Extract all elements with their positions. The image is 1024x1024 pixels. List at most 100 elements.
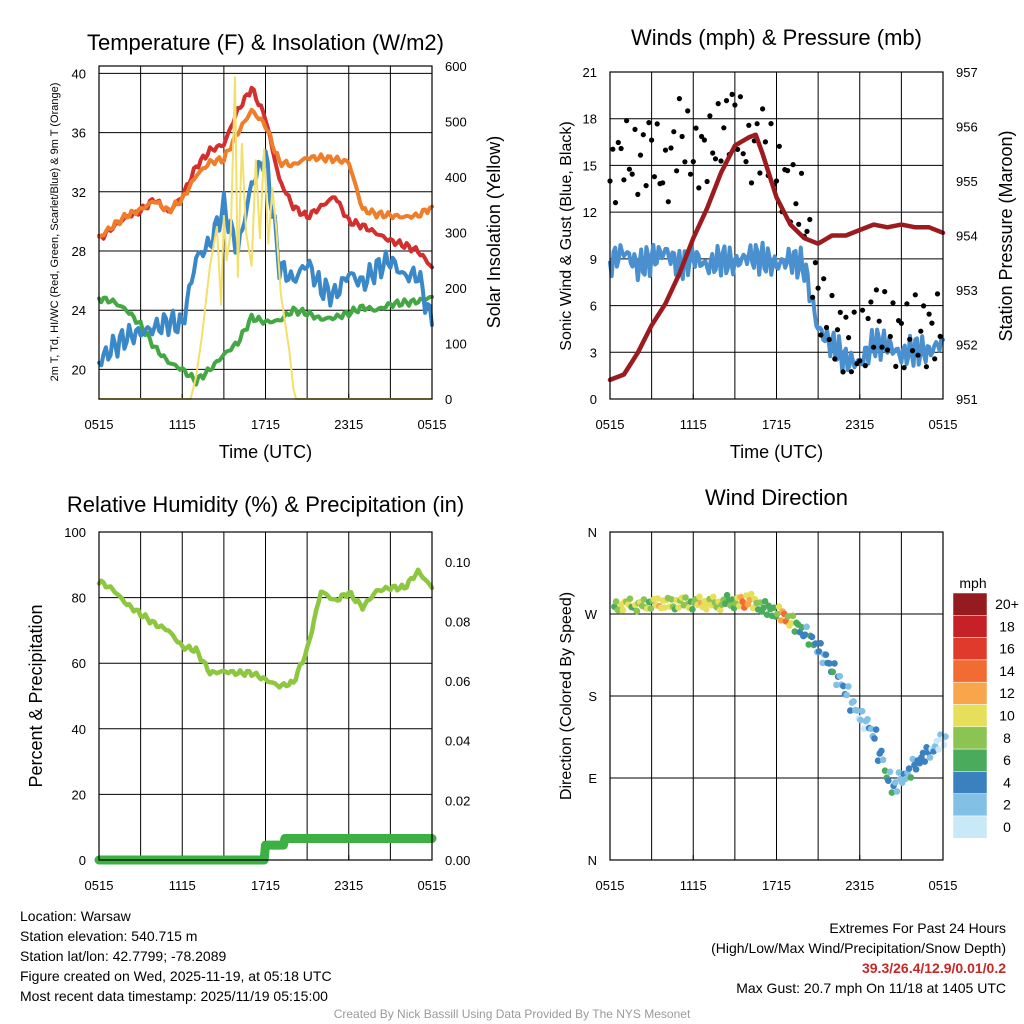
y-axis-label-left: Direction (Colored By Speed) [558,592,575,800]
station-elevation: Station elevation: 540.715 m [20,928,198,944]
gust-point [679,133,685,140]
gust-point [785,168,791,174]
direction-point [703,606,710,613]
y-tick-label-left: 3 [590,345,597,360]
station-info: Location: Warsaw Station elevation: 540.… [20,906,332,1006]
gust-point [643,183,649,189]
y-tick-label-right: 300 [445,226,467,241]
gust-point [851,309,857,315]
gust-point [687,171,694,177]
direction-point [857,716,864,724]
gust-point [704,178,710,185]
direction-point [836,672,844,680]
gust-point [923,364,930,370]
gust-point [621,177,627,183]
gust-point [893,363,899,369]
series-line-precipitation [94,834,437,865]
gust-point [776,143,782,149]
gust-point [846,335,852,341]
gust-point [912,292,918,298]
direction-point [829,668,837,676]
gust-point [901,365,907,371]
gust-point [712,156,719,162]
x-axis-label: Time (UTC) [219,442,312,462]
y-tick-label-right: 0.02 [445,793,470,808]
direction-point [921,758,928,765]
direction-point [923,744,930,751]
y-axis-label-left: 2m T, Td, HI/WC (Red, Green, Scarlet/Blu… [49,83,61,382]
gust-point [624,118,630,124]
legend-swatch [952,748,988,772]
direction-point [654,595,661,602]
series-line-td [97,294,434,387]
legend-label: 16 [999,641,1015,657]
gust-point [690,159,696,165]
direction-point [633,607,641,615]
direction-point [803,623,810,631]
direction-point [661,604,668,611]
series-line-station-pressure [607,132,946,383]
direction-point [885,777,892,784]
gust-point [696,185,702,191]
direction-point [812,640,819,647]
direction-point [760,604,767,612]
direction-point [749,604,757,612]
direction-point [935,746,942,753]
gust-point [918,328,924,334]
series-line-9m-t [97,107,434,239]
station-location: Location: Warsaw [20,908,131,924]
x-tick-label: 0515 [596,417,625,432]
gust-point [932,356,938,362]
direction-point [826,660,833,667]
y-tick-label-left: E [588,771,597,786]
direction-point [872,726,880,733]
gust-point [701,137,708,143]
direction-point [640,596,648,603]
direction-point [892,779,899,786]
gust-point [804,228,810,234]
legend-swatch [952,659,988,683]
direction-point [860,725,868,733]
gust-point [707,113,713,119]
gust-point [843,314,849,320]
gust-point [909,348,916,354]
direction-point [942,733,949,740]
legend-label: 4 [1003,774,1011,790]
y-tick-label-right: 954 [956,229,978,244]
gust-point [823,324,830,331]
direction-point [874,757,882,764]
y-tick-label-left: 20 [72,787,86,802]
y-tick-label-left: N [588,525,597,540]
gust-point [798,170,805,176]
direction-point [815,648,823,655]
gust-point [729,91,735,97]
direction-point [739,598,746,605]
direction-point [845,683,852,690]
legend-label: 0 [1003,819,1011,835]
legend-title: mph [959,575,986,591]
x-tick-label: 0515 [418,878,447,893]
plot-border [98,65,433,400]
gust-point [674,168,680,174]
gust-point [715,101,721,107]
direction-point [930,748,937,755]
direction-point [886,768,894,776]
legend-swatch [952,592,988,616]
y-tick-label-right: 957 [956,65,978,80]
gust-point [637,152,644,158]
series-line-solar-insolation [98,76,433,400]
gust-point [746,122,752,128]
gust-point [754,121,760,127]
y-tick-label-left: 18 [583,112,597,127]
gust-point [921,303,927,309]
gust-point [873,287,880,293]
y-tick-label-left: 21 [583,65,597,80]
plot-border [609,531,944,861]
direction-point [895,769,903,776]
direction-point [789,612,797,620]
gust-point [737,94,744,100]
gust-point [646,120,652,126]
gust-point [723,98,730,104]
direction-point [902,775,910,783]
direction-point [858,707,866,715]
